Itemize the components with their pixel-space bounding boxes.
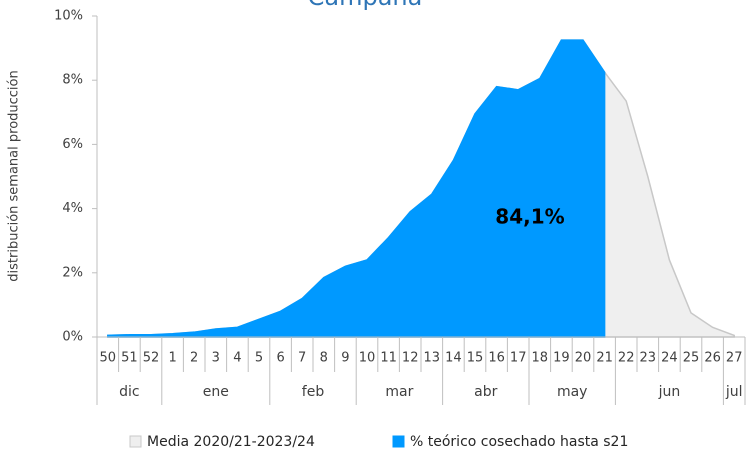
x-tick-label: 24: [661, 351, 678, 366]
x-tick-label: 3: [212, 351, 220, 366]
legend-swatch: [129, 435, 142, 448]
x-tick-label: 26: [704, 351, 721, 366]
legend-label: Media 2020/21-2023/24: [147, 434, 315, 450]
x-tick-label: 17: [510, 351, 527, 366]
x-tick-label: 51: [121, 351, 138, 366]
x-tick-label: 23: [640, 351, 657, 366]
x-tick-label: 9: [341, 351, 349, 366]
chart-title: Campaña: [308, 0, 423, 11]
x-tick-label: 14: [445, 351, 462, 366]
x-tick-label: 18: [532, 351, 549, 366]
x-tick-label: 2: [190, 351, 198, 366]
x-tick-label: 20: [575, 351, 592, 366]
month-label: jul: [725, 384, 743, 400]
month-label: dic: [119, 384, 139, 400]
y-tick-label: 2%: [62, 265, 83, 280]
legend-swatch: [392, 435, 405, 448]
x-tick-label: 10: [359, 351, 376, 366]
month-label: ene: [203, 384, 229, 400]
area: [107, 39, 606, 338]
x-tick-label: 52: [143, 351, 160, 366]
x-tick-label: 12: [402, 351, 419, 366]
x-tick-label: 50: [100, 351, 117, 366]
y-tick-label: 4%: [62, 201, 83, 216]
y-tick-label: 8%: [62, 73, 83, 88]
x-tick-label: 4: [233, 351, 241, 366]
x-tick-label: 15: [467, 351, 484, 366]
x-tick-label: 19: [553, 351, 570, 366]
y-tick-label: 6%: [62, 137, 83, 152]
x-tick-label: 22: [618, 351, 635, 366]
legend-label: % teórico cosechado hasta s21: [410, 434, 628, 450]
x-tick-label: 13: [424, 351, 441, 366]
y-tick-label: 10%: [54, 9, 83, 24]
x-tick-label: 27: [726, 351, 743, 366]
month-label: abr: [474, 384, 497, 400]
x-tick-label: 21: [596, 351, 613, 366]
month-label: may: [557, 384, 588, 400]
month-label: mar: [385, 384, 413, 400]
annotation: 84,1%: [495, 205, 564, 229]
x-tick-label: 6: [276, 351, 284, 366]
x-tick-label: 7: [298, 351, 306, 366]
y-tick-label: 0%: [62, 330, 83, 345]
y-axis-label: distribución semanal producción: [7, 70, 22, 281]
month-label: jun: [658, 384, 681, 400]
x-tick-label: 16: [488, 351, 505, 366]
x-tick-label: 25: [683, 351, 700, 366]
x-tick-label: 5: [255, 351, 263, 366]
x-tick-label: 8: [320, 351, 328, 366]
month-label: feb: [302, 384, 325, 400]
x-tick-label: 1: [168, 351, 176, 366]
x-tick-label: 11: [380, 351, 397, 366]
